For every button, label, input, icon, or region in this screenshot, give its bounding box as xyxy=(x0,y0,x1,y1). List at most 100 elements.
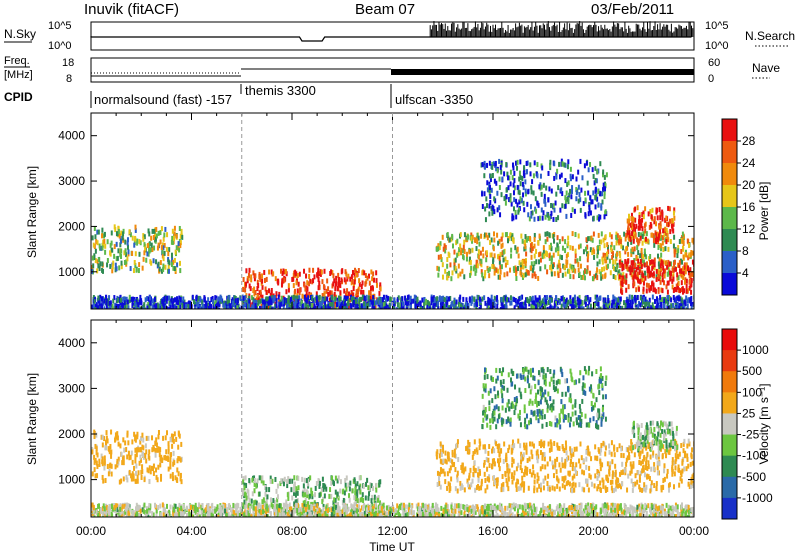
power-cell xyxy=(510,170,512,175)
power-cell xyxy=(127,299,129,304)
power-cell xyxy=(515,267,517,272)
power-cell xyxy=(139,252,141,257)
power-cell xyxy=(640,220,642,225)
power-cell xyxy=(561,255,563,260)
power-cell xyxy=(96,268,98,273)
power-cell xyxy=(637,295,639,300)
power-cell xyxy=(675,267,677,272)
power-cell xyxy=(577,262,579,267)
power-cell xyxy=(682,290,684,295)
power-cell xyxy=(530,204,532,209)
power-cell xyxy=(623,232,625,237)
power-cell xyxy=(326,297,328,302)
radar-summary-plot: Inuvik (fitACF) Beam 07 03/Feb/2011 N.Sk… xyxy=(0,0,800,554)
power-cell xyxy=(572,174,574,179)
power-cell xyxy=(578,267,580,272)
power-cell xyxy=(545,215,547,220)
power-cell xyxy=(287,298,289,303)
velocity-cell xyxy=(150,469,152,474)
power-cell xyxy=(565,214,567,219)
power-cell xyxy=(510,181,512,186)
power-cell xyxy=(335,276,337,281)
velocity-cell xyxy=(309,475,311,480)
power-cell xyxy=(179,226,181,231)
power-cell xyxy=(672,228,674,233)
nsearch-tick-bottom: 10^0 xyxy=(705,40,729,52)
power-cell xyxy=(641,226,643,231)
velocity-cell xyxy=(246,496,248,501)
power-cell xyxy=(245,268,247,273)
power-cell xyxy=(104,250,106,255)
velocity-cell xyxy=(374,495,376,500)
power-cell xyxy=(660,280,662,285)
power-cell xyxy=(485,196,487,201)
power-cell xyxy=(363,270,365,275)
power-cell xyxy=(592,276,594,281)
power-cell xyxy=(129,229,131,234)
power-cell xyxy=(505,201,507,206)
power-cell xyxy=(682,247,684,252)
power-cell xyxy=(465,302,467,307)
power-cell xyxy=(497,241,499,246)
velocity-cell xyxy=(293,487,295,492)
power-cell xyxy=(558,273,560,278)
power-cell xyxy=(620,244,622,249)
power-cell xyxy=(473,303,475,308)
power-cell xyxy=(369,281,371,286)
power-cell xyxy=(575,196,577,201)
power-cell xyxy=(609,259,611,264)
power-cell xyxy=(631,295,633,300)
power-cell xyxy=(534,254,536,259)
power-cell xyxy=(556,169,558,174)
power-cell xyxy=(576,176,578,181)
power-cell xyxy=(504,257,506,262)
velocity-cell xyxy=(276,489,278,494)
power-cell xyxy=(604,214,606,219)
power-cell xyxy=(434,298,436,303)
power-cell xyxy=(491,165,493,170)
power-cell xyxy=(545,186,547,191)
power-cell xyxy=(181,303,183,308)
power-cell xyxy=(661,210,663,215)
power-cell xyxy=(487,268,489,273)
power-cell xyxy=(337,286,339,291)
power-cell xyxy=(149,295,151,300)
velocity-cell xyxy=(259,475,261,480)
velocity-cell xyxy=(306,489,308,494)
power-cell xyxy=(174,226,176,231)
power-cell xyxy=(372,300,374,305)
power-cell xyxy=(203,295,205,300)
power-cell xyxy=(161,245,163,250)
velocity-cell xyxy=(532,464,534,469)
power-cell xyxy=(571,264,573,269)
power-cell xyxy=(689,280,691,285)
power-cell xyxy=(100,309,102,314)
power-cell xyxy=(175,250,177,255)
power-cell xyxy=(102,245,104,250)
velocity-cell xyxy=(141,469,143,474)
power-cell xyxy=(532,265,534,270)
power-cell xyxy=(126,256,128,261)
velocity-cell xyxy=(645,457,647,462)
power-cell xyxy=(574,209,576,214)
power-cell xyxy=(578,233,580,238)
power-cell xyxy=(195,296,197,301)
power-cell xyxy=(682,232,684,237)
power-cell xyxy=(598,202,600,207)
power-cell xyxy=(677,295,679,300)
power-cell xyxy=(121,261,123,266)
power-cell xyxy=(649,288,651,293)
power-cell xyxy=(441,296,443,301)
power-cell xyxy=(619,260,621,265)
power-cell xyxy=(583,249,585,254)
velocity-cell xyxy=(558,462,560,467)
power-cell xyxy=(593,232,595,237)
power-cell xyxy=(118,229,120,234)
power-cell xyxy=(345,269,347,274)
power-cell xyxy=(259,277,261,282)
power-cell xyxy=(627,252,629,257)
power-cell xyxy=(248,304,250,309)
power-cell xyxy=(579,256,581,261)
power-cell xyxy=(681,280,683,285)
power-cell xyxy=(476,239,478,244)
